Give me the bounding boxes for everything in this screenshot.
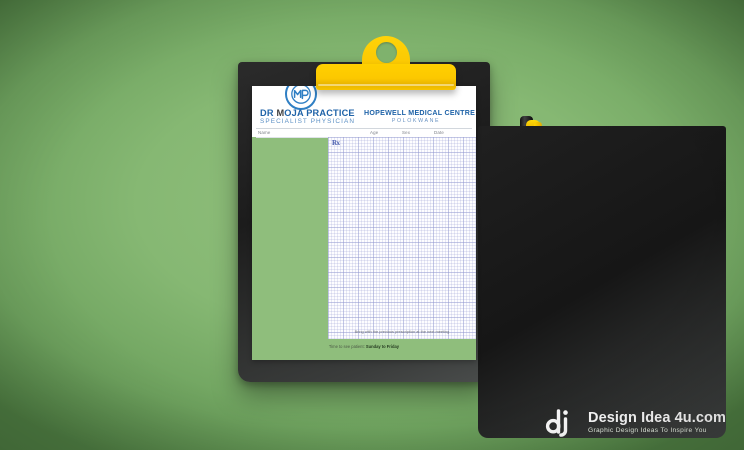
prescription-pad[interactable]: DR MOJA PRACTICE SPECIALIST PHYSICIAN HO…: [252, 86, 476, 360]
clipboard-clip[interactable]: [316, 28, 456, 90]
field-label-age: Age: [370, 130, 379, 135]
hours-value: Sunday to Friday: [365, 344, 400, 349]
rx-symbol: Rx: [332, 139, 340, 147]
watermark-tagline: Graphic Design Ideas To Inspire You: [588, 427, 707, 435]
clip-body: [316, 64, 456, 90]
pad-footer-note: Bring with the previous prescription at …: [354, 329, 450, 334]
pad-left-color-panel: [252, 137, 328, 360]
clipboard-inner-surface: [478, 126, 726, 438]
letterhead-divider: [256, 128, 472, 129]
pad-consult-hours: Time to see patient: Sunday to Friday: [252, 344, 476, 350]
field-label-date: Date: [434, 130, 445, 135]
prescription-grid-area[interactable]: [328, 137, 476, 339]
field-label-name: Name: [258, 130, 271, 135]
pad-bottom-color-panel: [252, 339, 476, 360]
pad-letterhead: DR MOJA PRACTICE SPECIALIST PHYSICIAN HO…: [252, 86, 476, 137]
practice-subtitle: SPECIALIST PHYSICIAN: [260, 118, 356, 125]
watermark: Design Idea 4u.com Graphic Design Ideas …: [545, 408, 726, 438]
medical-centre-city: POLOKWANE: [391, 118, 441, 124]
hours-prefix: Time to see patient:: [328, 344, 366, 349]
patient-fields-row: Name Age Sex Date: [252, 129, 476, 138]
field-label-sex: Sex: [402, 130, 411, 135]
practice-brand: DR MOJA PRACTICE SPECIALIST PHYSICIAN: [260, 108, 370, 126]
medical-centre-name: HOPEWELL MEDICAL CENTRE: [364, 109, 476, 117]
clip-highlight: [318, 84, 454, 86]
watermark-text: Design Idea 4u.com Graphic Design Ideas …: [588, 411, 726, 435]
practice-name: DR MOJA PRACTICE: [260, 108, 355, 118]
medical-centre-block: HOPEWELL MEDICAL CENTRE POLOKWANE: [364, 109, 476, 125]
watermark-title: Design Idea 4u.com: [588, 409, 726, 426]
clip-hole: [376, 42, 397, 63]
design-idea-logo-icon: [545, 408, 581, 438]
mp-monogram-logo-icon: [285, 86, 317, 110]
